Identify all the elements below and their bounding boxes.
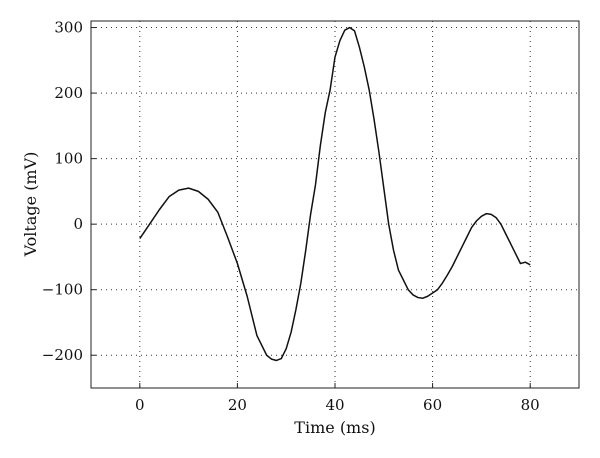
- grid-lines: [91, 21, 579, 388]
- voltage-series-line: [139, 26, 531, 362]
- tick-labels: 0 20 40 60 80 −200 −100 0 100 200 300: [42, 19, 540, 414]
- y-tick-label: −100: [42, 281, 83, 299]
- x-tick-label: 40: [325, 396, 344, 414]
- x-tick-label: 20: [228, 396, 247, 414]
- x-tick-label: 60: [423, 396, 442, 414]
- y-tick-label: 100: [54, 150, 83, 168]
- y-tick-label: −200: [42, 346, 83, 364]
- x-tick-label: 0: [135, 396, 145, 414]
- x-axis-title: Time (ms): [294, 418, 375, 437]
- y-tick-label: 200: [54, 84, 83, 102]
- x-tick-label: 80: [521, 396, 540, 414]
- y-tick-label: 0: [73, 215, 83, 233]
- y-axis-title: Voltage (mV): [21, 152, 40, 258]
- y-tick-label: 300: [54, 19, 83, 37]
- axis-ticks: [91, 27, 531, 388]
